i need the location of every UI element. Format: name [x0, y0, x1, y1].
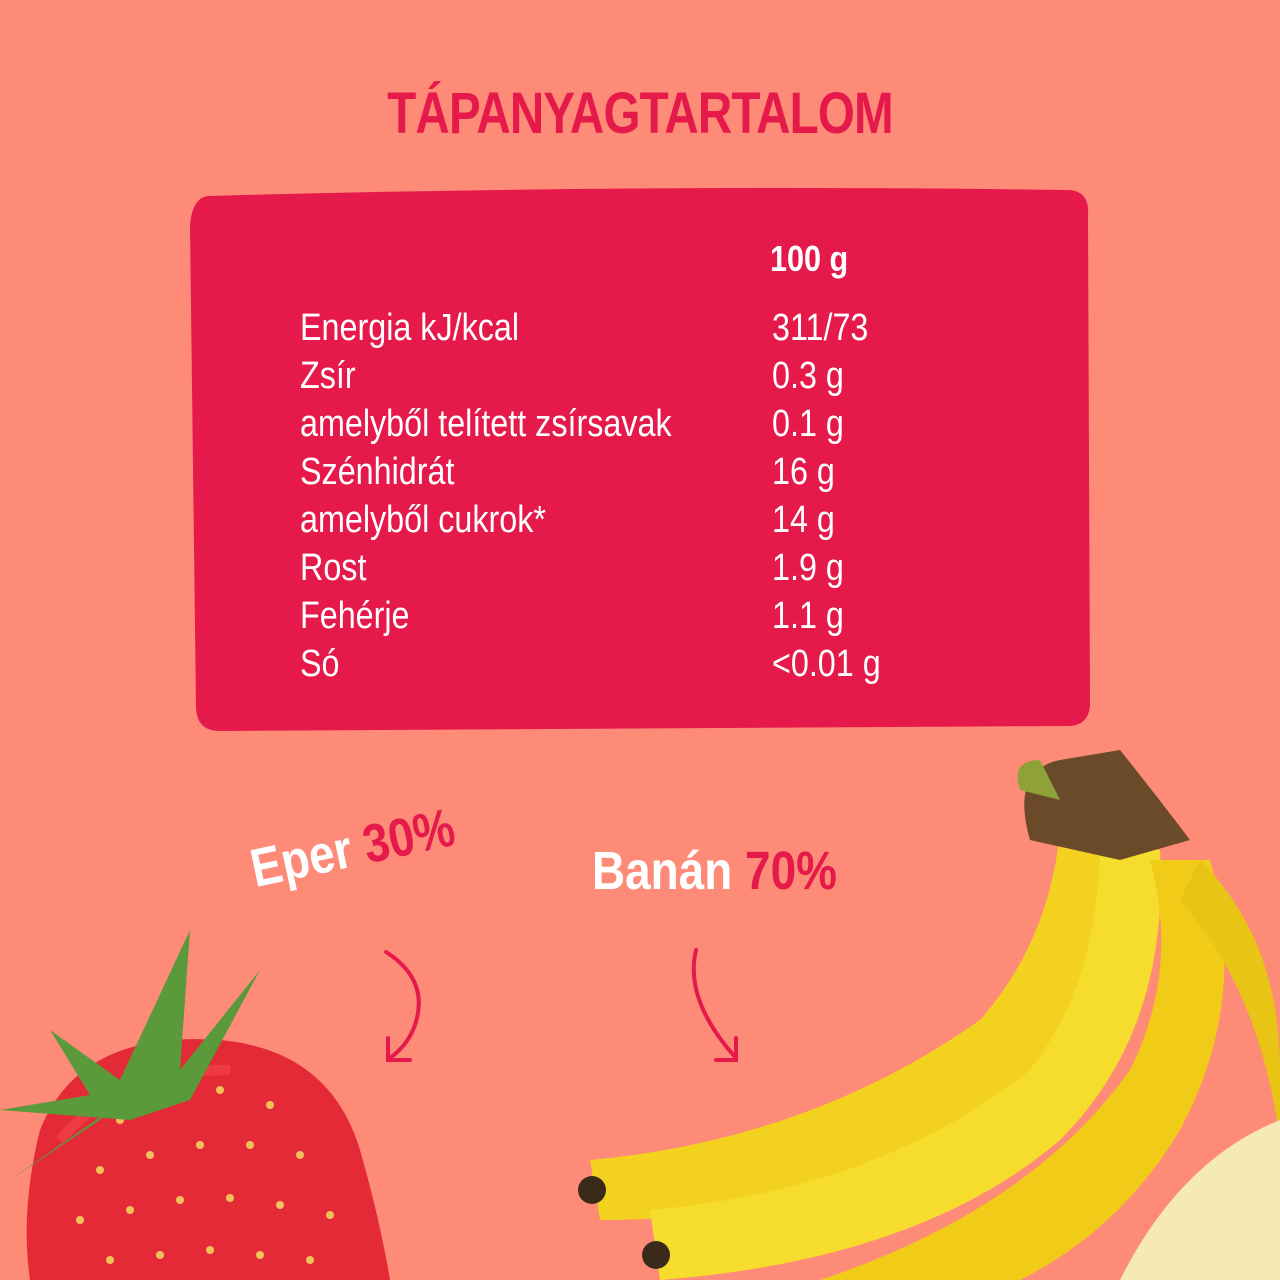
nutrient-value: 16 g: [772, 451, 835, 493]
table-row: Só <0.01 g: [300, 640, 1060, 688]
arrow-banana-icon: [691, 948, 738, 1062]
nutrient-label: amelyből telített zsírsavak: [300, 403, 672, 445]
nutrient-label: Energia kJ/kcal: [300, 307, 520, 349]
nutrient-value: 14 g: [772, 499, 835, 541]
panel-background: [190, 188, 1090, 731]
table-row: amelyből cukrok* 14 g: [300, 496, 1060, 544]
nutrition-table: Energia kJ/kcal 311/73 Zsír 0.3 g amelyből t…: [300, 304, 1060, 688]
table-row: Rost 1.9 g: [300, 544, 1060, 592]
nutrient-value: 1.1 g: [772, 595, 844, 637]
nutrient-label: Só: [300, 643, 340, 685]
arrow-strawberry-icon: [384, 950, 421, 1062]
table-row: Energia kJ/kcal 311/73: [300, 304, 1060, 352]
table-row: Szénhidrát 16 g: [300, 448, 1060, 496]
column-header: 100 g: [770, 238, 849, 279]
strawberry-image: [0, 930, 391, 1280]
nutrient-label: Rost: [300, 547, 367, 589]
nutrient-label: Fehérje: [300, 595, 410, 637]
banana-image: [578, 750, 1280, 1280]
nutrient-value: 311/73: [772, 307, 869, 349]
nutrient-value: 1.9 g: [772, 547, 844, 589]
nutrition-panel: 100 g Energia kJ/kcal 311/73 Zsír 0.3 g amel…: [190, 186, 1090, 731]
table-row: amelyből telített zsírsavak 0.1 g: [300, 400, 1060, 448]
ingredient-banana-label: Banán 70%: [592, 841, 837, 901]
ingredient-strawberry-label: Eper 30%: [245, 797, 460, 900]
nutrient-value: 0.3 g: [772, 355, 844, 397]
nutrient-label: Szénhidrát: [300, 451, 455, 493]
nutrient-value: 0.1 g: [772, 403, 844, 445]
nutrient-value: <0.01 g: [772, 643, 881, 685]
page-title: TÁPANYAGTARTALOM: [387, 81, 893, 146]
table-row: Fehérje 1.1 g: [300, 592, 1060, 640]
nutrient-label: Zsír: [300, 355, 356, 397]
nutrient-label: amelyből cukrok*: [300, 499, 546, 541]
table-row: Zsír 0.3 g: [300, 352, 1060, 400]
